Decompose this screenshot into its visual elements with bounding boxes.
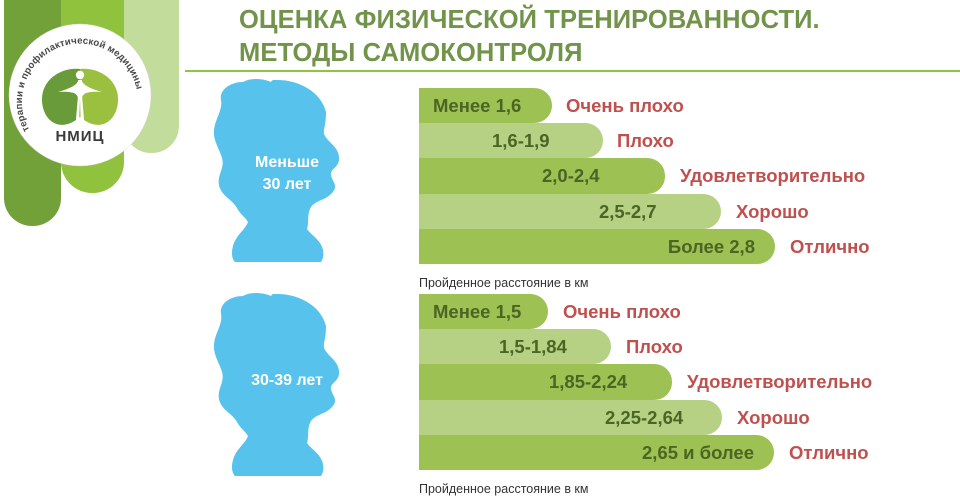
svg-text:НМИЦ: НМИЦ <box>55 128 104 145</box>
